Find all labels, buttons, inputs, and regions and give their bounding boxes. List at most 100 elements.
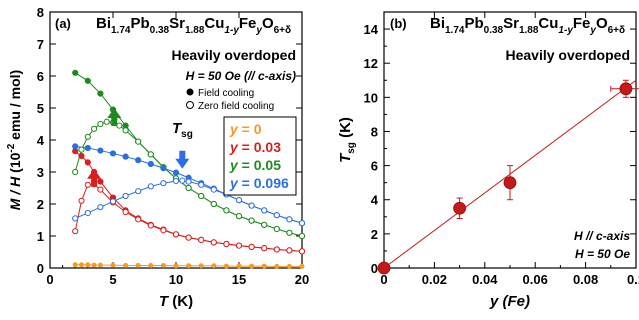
ylabel-part: M / H — [7, 173, 23, 210]
data-point-fc — [135, 157, 142, 164]
data-point-fc — [122, 153, 129, 160]
data-point-fc — [72, 69, 79, 76]
formula-part: 1.74 — [445, 25, 465, 36]
tsg-label: Tsg — [172, 120, 193, 140]
data-point-zfc — [298, 248, 306, 255]
data-point-fc — [123, 262, 129, 268]
formula-part: 6+δ — [608, 25, 625, 36]
data-point-zfc — [78, 197, 85, 204]
y-tick-label: 2 — [371, 227, 378, 242]
formula-part: Fe — [573, 15, 591, 32]
y-tick-label: 14 — [364, 22, 379, 37]
formula-part: Sr — [169, 15, 185, 32]
formula-part: 1.88 — [519, 25, 539, 36]
data-point-zfc — [223, 240, 230, 248]
panel-a-formula: Bi1.74Pb0.38Sr1.88Cu1-yFeyO6+δ — [96, 15, 291, 36]
data-point-zfc — [298, 220, 306, 227]
data-point-zfc — [273, 246, 280, 253]
panel-b-field-dir: H // c-axis — [574, 229, 630, 243]
data-point — [453, 201, 467, 215]
data-point-fc — [84, 77, 91, 84]
data-point-fc — [72, 143, 79, 150]
data-point-fc — [173, 263, 179, 269]
formula-part: y — [255, 25, 262, 36]
data-point-zfc — [210, 186, 217, 193]
legend-box — [223, 116, 297, 196]
data-point-zfc — [248, 243, 255, 250]
data-point-fc — [97, 178, 104, 185]
data-point-fc — [78, 152, 85, 160]
data-point-fc — [274, 263, 280, 269]
legend-fc-label: Field cooling — [198, 88, 254, 99]
formula-part: O — [596, 15, 608, 32]
data-point-zfc — [122, 192, 129, 200]
y-tick-label: 8 — [371, 124, 378, 139]
legend-entry: y = 0.03 — [229, 139, 281, 155]
data-point-fc — [160, 262, 166, 268]
x-tick-label: 0.04 — [472, 272, 498, 287]
data-point-zfc — [198, 181, 205, 188]
panel-a-arrows — [87, 108, 190, 187]
data-point-zfc — [286, 247, 293, 254]
data-point-fc — [97, 90, 104, 97]
data-point-zfc — [84, 181, 91, 188]
data-point-zfc — [179, 177, 186, 184]
data-point-zfc — [248, 202, 255, 209]
panel-b: 00.020.040.060.080.102468101214 (b) Bi1.… — [337, 11, 639, 310]
legend-entry-part: y — [229, 121, 239, 137]
legend-entry: y = 0 — [229, 121, 262, 137]
x-tick-label: 15 — [232, 272, 246, 287]
panel-a: 0 5 10 15 20 0 1 2 3 4 5 6 7 8 (a) Bi1.74Pb0.38Sr1.88… — [6, 5, 309, 310]
formula-part: Sr — [503, 15, 519, 32]
formula-part: Cu — [538, 15, 558, 32]
y-tick-label: 10 — [364, 90, 378, 105]
y-tick-label: 7 — [37, 37, 44, 52]
formula-part: Pb — [464, 15, 483, 32]
formula-part: O — [262, 15, 274, 32]
data-point-zfc — [72, 215, 79, 222]
data-point-fc — [172, 169, 180, 176]
data-point-zfc — [97, 120, 104, 128]
y-tick-label: 0 — [37, 261, 44, 276]
panel-b-formula: Bi1.74Pb0.38Sr1.88Cu1-yFeyO6+δ — [430, 15, 625, 36]
data-point-fc — [72, 262, 78, 268]
data-point-zfc — [109, 198, 117, 205]
tsg-arrow — [107, 108, 122, 126]
legend-entry-part: = 0.05 — [238, 157, 281, 173]
x-tick-label: 0 — [380, 272, 387, 287]
data-point-zfc — [273, 212, 280, 219]
legend-entry-part: = 0.03 — [238, 139, 281, 155]
data-point-fc — [110, 262, 116, 268]
data-point-fc — [97, 147, 104, 154]
data-point-zfc — [261, 221, 268, 228]
y-tick-label: 6 — [37, 69, 44, 84]
data-point-fc — [160, 165, 167, 172]
tsg-arrow — [175, 150, 190, 169]
data-point-zfc — [286, 229, 293, 236]
x-tick-label: 10 — [169, 272, 183, 287]
data-point-zfc — [172, 177, 180, 185]
data-point-fc — [249, 263, 255, 269]
xlabel-part: (K) — [168, 293, 193, 310]
data-point-fc — [147, 160, 154, 168]
formula-part: 6+δ — [274, 25, 291, 36]
formula-part: 0.38 — [484, 25, 504, 36]
panel-b-ticks: 0 0.02 0.04 0.06 0.08 0.1 0 2 4 6 8 10 12 14 — [364, 12, 639, 287]
formula-part: 0.38 — [150, 25, 170, 36]
xlabel-part: T — [159, 293, 170, 310]
data-point-fc — [148, 262, 154, 268]
panel-b-label: (b) — [390, 16, 407, 31]
data-point-zfc — [248, 217, 255, 224]
data-point-zfc — [223, 207, 230, 214]
data-point-zfc — [147, 222, 154, 229]
formula-part: Pb — [130, 15, 149, 32]
y-tick-label: 4 — [37, 133, 45, 148]
data-point-zfc — [116, 122, 123, 129]
data-point-fc — [286, 263, 292, 269]
legend-entry: y = 0.096 — [229, 175, 289, 191]
data-point-zfc — [185, 234, 192, 241]
formula-part: Bi — [96, 15, 111, 32]
data-point — [503, 176, 517, 190]
data-point-fc — [211, 263, 217, 269]
